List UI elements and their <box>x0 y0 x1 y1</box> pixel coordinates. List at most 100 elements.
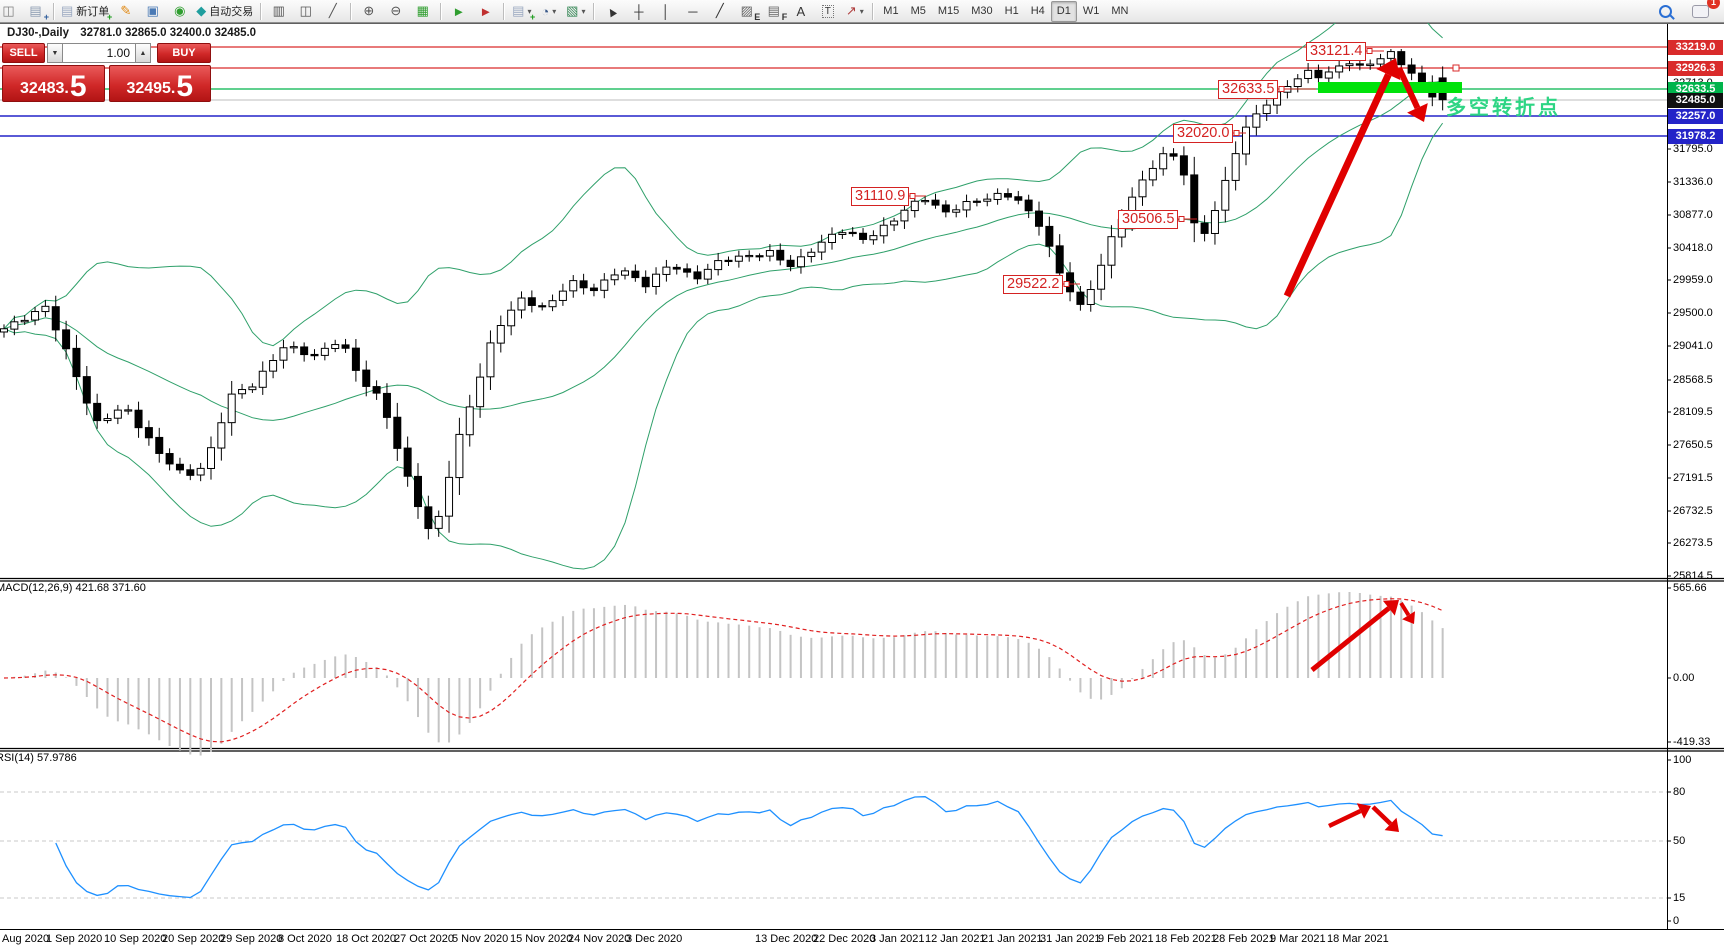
toolbar-separator <box>593 2 595 20</box>
autotrade-button[interactable]: ◆ 自动交易 <box>193 1 256 22</box>
preview-button[interactable]: ▤ + <box>22 1 49 22</box>
buy-price[interactable]: 32495. 5 <box>108 65 211 102</box>
channel-icon: ▨ <box>740 3 753 18</box>
timeframe-button-D1[interactable]: D1 <box>1050 0 1077 22</box>
styles-crayon-icon: ✎ <box>120 3 132 18</box>
chevron-down-icon: ▾ <box>581 6 586 16</box>
trendline-icon: ╱ <box>715 3 724 18</box>
publish-button[interactable]: ▣ <box>139 1 166 22</box>
cursor-button[interactable]: ▲ <box>598 1 625 22</box>
crosshair-button[interactable]: ┼ <box>625 1 652 22</box>
zoom-in-icon: ⊕ <box>363 3 375 18</box>
volume-decrease-button[interactable]: ▼ <box>47 43 63 63</box>
candlestick-chart-button[interactable]: ◫ <box>292 1 319 22</box>
periods-icon: ◔ <box>541 3 550 19</box>
text-label-icon: T <box>821 4 834 18</box>
toolbar-separator <box>440 2 442 20</box>
support-highlight-bar[interactable] <box>1318 82 1462 93</box>
toolbar-separator <box>260 2 262 20</box>
timeframe-group: M1 M5 M15 M30 H1 H4 D1 W1 MN <box>877 0 1134 22</box>
auto-scroll-icon: ► <box>452 3 466 19</box>
chart-window-icon: ◫ <box>2 3 15 18</box>
price-callout[interactable]: 29522.2 <box>1003 275 1064 294</box>
vertical-line-icon: │ <box>661 3 670 19</box>
timeframe-button-M15[interactable]: M15 <box>937 5 960 17</box>
channel-button[interactable]: ▨ E <box>733 1 761 22</box>
trendline-button[interactable]: ╱ <box>706 1 733 22</box>
macd-plot <box>3 592 1444 756</box>
chart-window-button[interactable]: ◫ <box>0 1 22 22</box>
zoom-out-button[interactable]: ⊖ <box>382 1 409 22</box>
sell-button[interactable]: SELL <box>2 43 45 63</box>
horizontal-line-button[interactable]: ─ <box>679 1 706 22</box>
price-callout[interactable]: 32633.5 <box>1218 80 1279 99</box>
autotrade-icon: ◆ <box>196 3 207 18</box>
notification-badge: 1 <box>1707 0 1720 9</box>
chevron-down-icon: ▾ <box>527 6 532 16</box>
timeframe-button-M30[interactable]: M30 <box>971 5 993 17</box>
styles-crayon-button[interactable]: ✎ <box>112 1 139 22</box>
price-callout[interactable]: 31110.9 <box>851 187 910 206</box>
horizontal-line-icon: ─ <box>688 3 698 19</box>
chart-shift-button[interactable]: ► <box>472 1 499 22</box>
zoom-in-button[interactable]: ⊕ <box>355 1 382 22</box>
toolbar-separator <box>503 2 505 20</box>
candlestick-chart-icon: ◫ <box>299 3 312 18</box>
ohlc-values: 32781.0 32865.0 32400.0 32485.0 <box>80 27 257 39</box>
preview-icon: ▤ <box>29 3 42 18</box>
arrows-button[interactable]: ↗ ▾ <box>841 1 868 22</box>
text-button[interactable]: A <box>787 1 814 22</box>
timeframe-button-H4[interactable]: H4 <box>1030 5 1045 17</box>
toolbar-separator <box>872 2 874 20</box>
vertical-line-button[interactable]: │ <box>652 1 679 22</box>
chevron-down-icon: ▾ <box>859 6 864 16</box>
text-label-button[interactable]: T <box>814 1 841 22</box>
publish-icon: ▣ <box>146 3 159 18</box>
fibonacci-button[interactable]: ▤ F <box>760 1 788 22</box>
macd-indicator-label: MACD(12,26,9) 421.68 371.60 <box>0 582 146 594</box>
signal-button[interactable]: ◉ <box>166 1 193 22</box>
rsi-line <box>55 796 1443 899</box>
price-callout[interactable]: 30506.5 <box>1118 210 1179 229</box>
volume-increase-button[interactable]: ▲ <box>135 43 151 63</box>
timeframe-button-M5[interactable]: M5 <box>910 5 926 17</box>
search-button[interactable] <box>1652 1 1679 22</box>
sell-price[interactable]: 32483. 5 <box>2 65 105 102</box>
candles <box>0 49 1447 540</box>
timeframe-button-M1[interactable]: M1 <box>883 5 899 17</box>
bar-chart-button[interactable]: ▥ <box>265 1 292 22</box>
auto-scroll-button[interactable]: ► <box>445 1 472 22</box>
timeframe-button-H1[interactable]: H1 <box>1004 5 1019 17</box>
timeframe-button-MN[interactable]: MN <box>1111 5 1129 17</box>
tile-windows-icon: ▦ <box>416 3 429 18</box>
line-chart-button[interactable]: ╱ <box>319 1 346 22</box>
new-order-icon-mini: + <box>107 11 113 22</box>
line-handle[interactable] <box>1452 64 1460 72</box>
toolbar: ◫ ▤ + ▤ + 新订单 ✎ ▣ ◉ ◆ 自动交易 ▥ ◫ ╱ ⊕ ⊖ ▦ ► ► ▤ + ▾ ◔ ▾ ▧ ▾ ▲ ┼ │ ─ ╱ ▨ E ▤ F… <box>0 0 1724 23</box>
toolbar-separator <box>350 2 352 20</box>
zoom-out-icon: ⊖ <box>390 3 402 18</box>
trend-arrows[interactable] <box>1283 58 1428 832</box>
buy-button[interactable]: BUY <box>157 43 211 63</box>
arrows-icon: ↗ <box>845 3 857 18</box>
tile-windows-button[interactable]: ▦ <box>409 1 436 22</box>
chart-title: DJ30-,Daily 32781.0 32865.0 32400.0 3248… <box>7 27 256 39</box>
chart-annotation-text[interactable]: 多空转折点 <box>1446 97 1561 119</box>
indicators-button[interactable]: ▤ + ▾ <box>508 1 535 22</box>
rsi-indicator-label: RSI(14) 57.9786 <box>0 752 77 764</box>
timeframe-button-W1[interactable]: W1 <box>1082 5 1100 17</box>
search-icon <box>1659 4 1675 20</box>
templates-button[interactable]: ▧ ▾ <box>562 1 589 22</box>
new-order-icon: ▤ <box>61 3 74 18</box>
notifications-button[interactable]: 1 <box>1687 0 1720 22</box>
bar-chart-icon: ▥ <box>272 3 285 18</box>
periods-button[interactable]: ◔ ▾ <box>535 1 562 22</box>
new-order-button[interactable]: ▤ + 新订单 <box>58 1 112 22</box>
price-callout[interactable]: 32020.0 <box>1173 124 1234 143</box>
volume-input[interactable] <box>63 43 135 63</box>
fibonacci-icon: ▤ <box>767 3 780 18</box>
chat-bubble-icon <box>1692 4 1709 18</box>
price-callout[interactable]: 33121.4 <box>1306 42 1367 61</box>
templates-icon: ▧ <box>566 3 579 18</box>
